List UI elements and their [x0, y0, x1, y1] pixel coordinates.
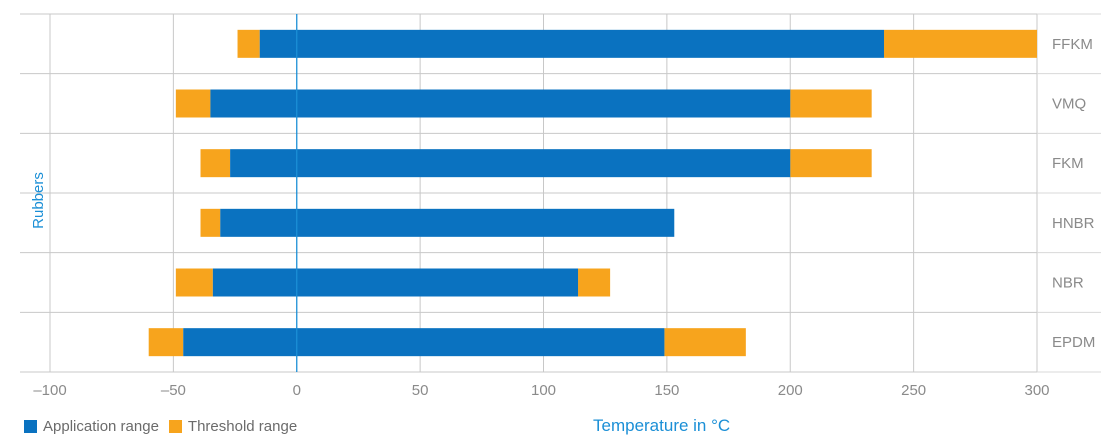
threshold-bar-fkm: [200, 149, 231, 178]
category-label-hnbr: HNBR: [1052, 215, 1095, 232]
grid: [20, 13, 1101, 373]
x-tick-label: 100: [531, 382, 556, 399]
application-bar-nbr: [212, 268, 579, 297]
threshold-bar-vmq: [790, 89, 872, 118]
category-label-fkm: FKM: [1052, 155, 1084, 172]
x-tick-labels: –100 –50 0 50 100 150 200 250 300: [33, 382, 1049, 399]
x-tick-label: 300: [1024, 382, 1049, 399]
bars: [148, 29, 1037, 357]
x-tick-label: 50: [412, 382, 429, 399]
x-tick-label: 150: [654, 382, 679, 399]
threshold-bar-epdm: [664, 328, 746, 357]
category-labels: FFKM VMQ FKM HNBR NBR EPDM: [1052, 36, 1095, 351]
category-label-nbr: NBR: [1052, 275, 1084, 292]
x-tick-label: –100: [33, 382, 66, 399]
threshold-bar-ffkm: [884, 29, 1037, 58]
legend-label-application: Application range: [43, 418, 159, 435]
threshold-bar-hnbr: [200, 208, 221, 237]
threshold-bar-vmq: [175, 89, 211, 118]
x-tick-label: 0: [293, 382, 301, 399]
threshold-bar-epdm: [148, 328, 184, 357]
category-label-ffkm: FFKM: [1052, 36, 1093, 53]
application-bar-epdm: [183, 328, 665, 357]
legend-label-threshold: Threshold range: [187, 418, 298, 435]
application-bar-hnbr: [220, 208, 675, 237]
x-tick-label: –50: [161, 382, 186, 399]
application-bar-fkm: [230, 149, 791, 178]
threshold-bar-ffkm: [237, 29, 260, 58]
category-label-epdm: EPDM: [1052, 334, 1095, 351]
y-axis-label: Rubbers: [29, 172, 47, 229]
x-tick-label: 200: [778, 382, 803, 399]
legend-item-application: Application range: [24, 418, 159, 435]
application-bar-ffkm: [259, 29, 885, 58]
legend: Application range Threshold range: [24, 418, 297, 435]
threshold-bar-nbr: [578, 268, 611, 297]
threshold-swatch: [168, 420, 182, 433]
application-swatch: [24, 420, 37, 433]
category-label-vmq: VMQ: [1052, 96, 1086, 113]
legend-item-threshold: Threshold range: [168, 418, 298, 435]
threshold-bar-nbr: [175, 268, 213, 297]
x-axis-label: Temperature in °C: [593, 416, 731, 435]
application-bar-vmq: [210, 89, 791, 118]
threshold-bar-fkm: [790, 149, 872, 178]
x-tick-label: 250: [901, 382, 926, 399]
